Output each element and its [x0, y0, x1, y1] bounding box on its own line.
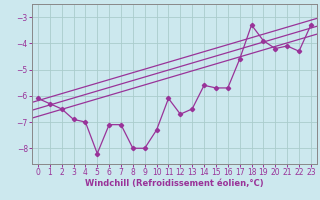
X-axis label: Windchill (Refroidissement éolien,°C): Windchill (Refroidissement éolien,°C) [85, 179, 264, 188]
